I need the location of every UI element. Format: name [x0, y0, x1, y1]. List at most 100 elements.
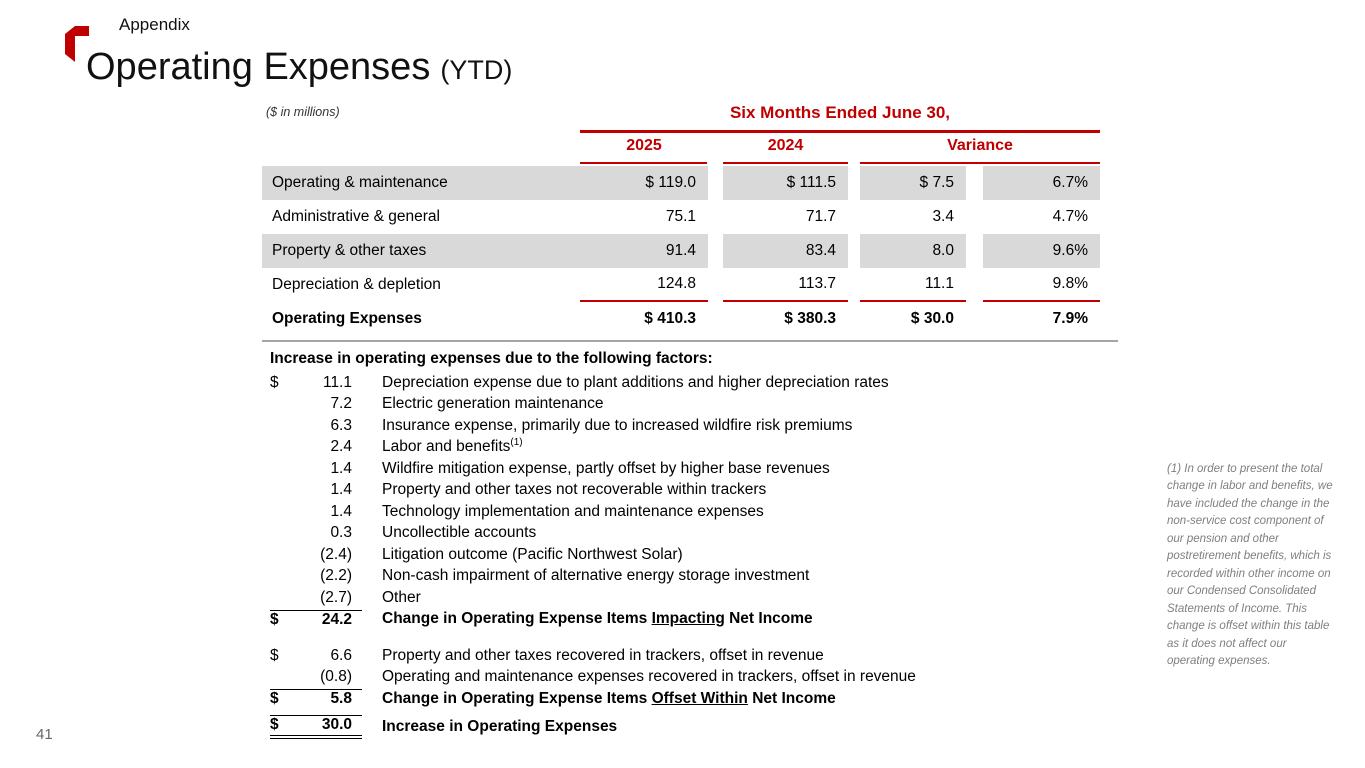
- column-header-variance: Variance: [947, 137, 1013, 154]
- column-rule-2024: [723, 162, 848, 164]
- factor-text: Technology implementation and maintenanc…: [382, 502, 764, 520]
- factor-amount: 1.4: [330, 502, 352, 520]
- factor-text: Uncollectible accounts: [382, 524, 537, 542]
- title-suffix: (YTD): [440, 55, 513, 85]
- cell-variance-amount: 11.1: [860, 268, 966, 302]
- cell-variance-amount: 3.4: [932, 208, 954, 225]
- cell-variance-percent: 4.7%: [1052, 208, 1088, 225]
- currency-sign: [270, 417, 290, 435]
- factor-line: (2.7) Other: [270, 587, 1120, 609]
- grand-total-text: Increase in Operating Expenses: [382, 718, 618, 736]
- factor-line: (2.2) Non-cash impairment of alternative…: [270, 566, 1120, 588]
- currency-sign: [270, 460, 290, 478]
- table-row: Depreciation & depletion 124.8 113.7 11.…: [262, 268, 1100, 302]
- column-rule-variance: [860, 162, 1100, 164]
- subtotal-text-before: Change in Operating Expense Items: [382, 610, 652, 628]
- factor-text: Wildfire mitigation expense, partly offs…: [382, 459, 830, 477]
- factor-text: Labor and benefits(1): [382, 438, 523, 456]
- currency-sign: [270, 546, 290, 564]
- row-label: Operating & maintenance: [262, 166, 580, 200]
- table-row: Operating & maintenance $ 119.0 $ 111.5 …: [262, 166, 1100, 200]
- column-header-2024: 2024: [767, 137, 804, 154]
- period-header-rule: [580, 130, 1100, 133]
- cell-2024: 83.4: [723, 234, 848, 268]
- subtotal-offset-line: $5.8 Change in Operating Expense Items O…: [270, 688, 1120, 710]
- factor-amount: (0.8): [320, 668, 352, 686]
- cell-variance-percent: 9.8%: [983, 268, 1100, 302]
- cell-2024: $ 111.5: [723, 166, 848, 200]
- factor-text: Operating and maintenance expenses recov…: [382, 668, 916, 686]
- cell-variance-percent: 6.7%: [983, 166, 1100, 200]
- factor-amount: 2.4: [330, 438, 352, 456]
- subtotal-text: Change in Operating Expense Items Offset…: [382, 690, 836, 708]
- factor-line: 7.2 Electric generation maintenance: [270, 394, 1120, 416]
- factor-amount: 1.4: [330, 459, 352, 477]
- subtotal-impacting-line: $24.2 Change in Operating Expense Items …: [270, 609, 1120, 631]
- factor-amount: 1.4: [330, 481, 352, 499]
- footnote-marker: (1): [510, 437, 523, 449]
- factor-text: Property and other taxes recovered in tr…: [382, 646, 824, 664]
- cell-2024: 113.7: [723, 268, 848, 302]
- total-cell-variance-amount: $ 30.0: [910, 310, 954, 327]
- subtotal-text-before: Change in Operating Expense Items: [382, 689, 652, 707]
- factor-amount: (2.4): [320, 545, 352, 563]
- subtotal-text-after: Net Income: [724, 610, 813, 628]
- cell-2025: 91.4: [580, 234, 708, 268]
- currency-sign: [270, 524, 290, 542]
- subtotal-amount: 5.8: [330, 690, 352, 708]
- company-logo-icon: [63, 24, 89, 69]
- cell-2025: 124.8: [580, 268, 708, 302]
- period-header: Six Months Ended June 30,: [729, 103, 951, 122]
- currency-sign: [270, 589, 290, 607]
- total-cell-2024: $ 380.3: [784, 310, 836, 327]
- title-text: Operating Expenses: [86, 46, 431, 88]
- factors-section: Increase in operating expenses due to th…: [270, 350, 1120, 740]
- factor-line: 1.4 Wildfire mitigation expense, partly …: [270, 458, 1120, 480]
- table-row: Administrative & general 75.1 71.7 3.4 4…: [262, 200, 1100, 234]
- appendix-label: Appendix: [119, 15, 190, 34]
- table-total-row: Operating Expenses $ 410.3 $ 380.3 $ 30.…: [262, 302, 1100, 336]
- currency-sign: $: [270, 690, 279, 708]
- subtotal-amount: 24.2: [321, 610, 352, 628]
- currency-sign: [270, 481, 290, 499]
- factor-text: Non-cash impairment of alternative energ…: [382, 567, 810, 585]
- grand-total-line: $30.0 Increase in Operating Expenses: [270, 715, 1120, 740]
- subtotal-text-after: Net Income: [747, 689, 836, 707]
- factor-amount: 6.3: [330, 416, 352, 434]
- cell-2025: $ 119.0: [580, 166, 708, 200]
- total-cell-variance-percent: 7.9%: [1052, 310, 1088, 327]
- table-bottom-divider: [262, 340, 1118, 342]
- factor-line: 2.4 Labor and benefits(1): [270, 437, 1120, 459]
- factor-amount: (2.7): [320, 588, 352, 606]
- factor-text: Electric generation maintenance: [382, 395, 604, 413]
- cell-variance-percent: 9.6%: [983, 234, 1100, 268]
- factor-text-main: Labor and benefits: [382, 438, 511, 456]
- factor-text: Other: [382, 588, 421, 606]
- currency-sign: [270, 438, 290, 456]
- subtotal-text-underlined: Offset Within: [651, 689, 748, 707]
- factor-line: (0.8) Operating and maintenance expenses…: [270, 667, 1120, 689]
- factor-line: (2.4) Litigation outcome (Pacific Northw…: [270, 544, 1120, 566]
- currency-sign: [270, 668, 290, 686]
- page-number: 41: [36, 726, 53, 743]
- row-label: Administrative & general: [272, 208, 440, 225]
- factor-amount: 11.1: [322, 373, 352, 391]
- factors-heading: Increase in operating expenses due to th…: [270, 350, 713, 367]
- total-cell-2025: $ 410.3: [644, 310, 696, 327]
- factor-line: 6.3 Insurance expense, primarily due to …: [270, 415, 1120, 437]
- factor-line: 0.3 Uncollectible accounts: [270, 523, 1120, 545]
- currency-sign: $: [270, 610, 279, 628]
- factor-amount: (2.2): [320, 567, 352, 585]
- grand-total-amount: 30.0: [321, 716, 352, 734]
- currency-sign: $: [270, 646, 279, 664]
- expenses-table: Six Months Ended June 30, 2025 2024 Vari…: [262, 100, 1118, 346]
- row-label: Property & other taxes: [262, 234, 580, 268]
- offset-items-block: $6.6 Property and other taxes recovered …: [270, 645, 1120, 710]
- column-rule-2025: [580, 162, 707, 164]
- total-row-label: Operating Expenses: [272, 310, 422, 327]
- currency-sign: [270, 567, 290, 585]
- currency-sign: $: [270, 373, 279, 391]
- table-row: Property & other taxes 91.4 83.4 8.0 9.6…: [262, 234, 1100, 268]
- cell-variance-amount: $ 7.5: [860, 166, 966, 200]
